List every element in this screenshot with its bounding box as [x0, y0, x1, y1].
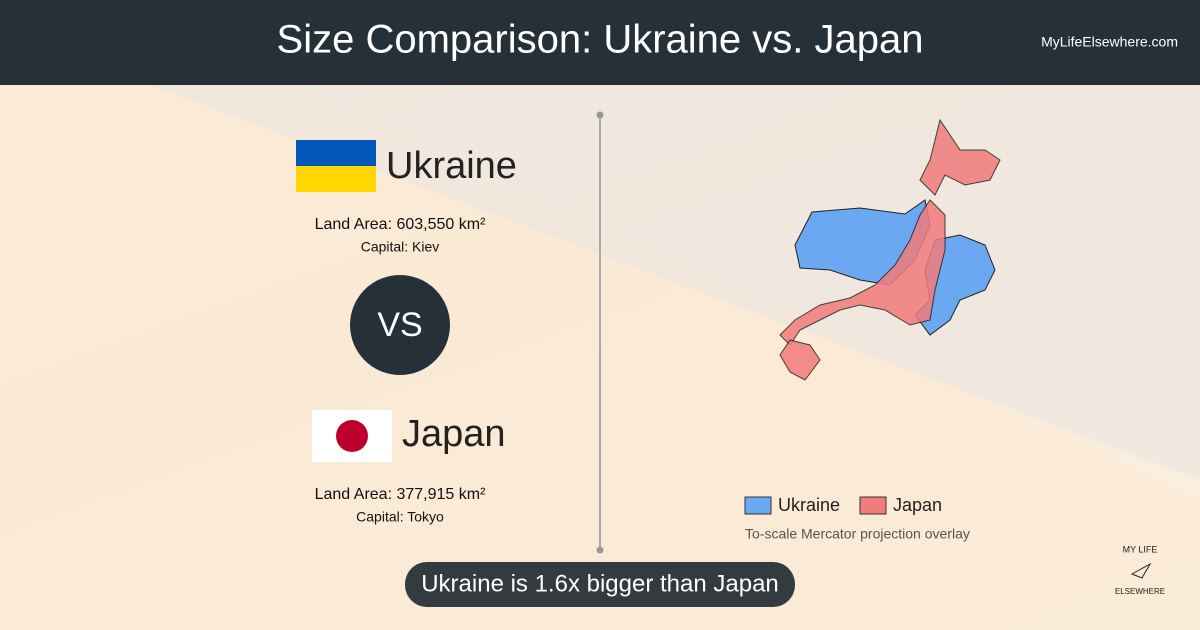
logo-text: MY LIFE — [1123, 544, 1158, 554]
map-note: To-scale Mercator projection overlay — [745, 526, 970, 542]
land-area: Land Area: 377,915 km² — [315, 486, 486, 503]
land-area: Land Area: 603,550 km² — [315, 216, 486, 233]
logo-text: ELSEWHERE — [1115, 587, 1165, 596]
legend-swatch — [744, 496, 772, 515]
header-bar — [0, 0, 1200, 85]
japan-shape — [779, 339, 821, 381]
logo: MY LIFE ELSEWHERE — [1115, 544, 1165, 596]
legend-label: Ukraine — [778, 495, 840, 515]
capital: Capital: Tokyo — [356, 509, 444, 525]
divider-dot — [596, 546, 604, 554]
vs-text: VS — [377, 306, 422, 344]
country-name: Ukraine — [386, 145, 517, 187]
legend-label: Japan — [893, 495, 942, 515]
site-name: MyLifeElsewhere.com — [1041, 34, 1178, 50]
summary: Ukraine is 1.6x bigger than Japan — [421, 570, 779, 597]
japan-flag — [336, 420, 368, 452]
ukraine-flag — [296, 166, 376, 192]
divider-dot — [596, 111, 604, 119]
map-overlay — [779, 118, 1001, 381]
summary-pill — [405, 562, 795, 607]
japan-shape — [919, 118, 1001, 196]
japan-shape — [779, 199, 946, 346]
capital: Capital: Kiev — [361, 239, 440, 255]
country-name: Japan — [402, 413, 506, 455]
vs-badge — [350, 275, 450, 375]
legend-swatch — [859, 496, 887, 515]
ukraine-flag — [296, 140, 376, 166]
legend: Ukraine Japan — [744, 495, 942, 515]
title: Size Comparison: Ukraine vs. Japan — [277, 18, 924, 62]
logo-plane — [1130, 562, 1152, 579]
